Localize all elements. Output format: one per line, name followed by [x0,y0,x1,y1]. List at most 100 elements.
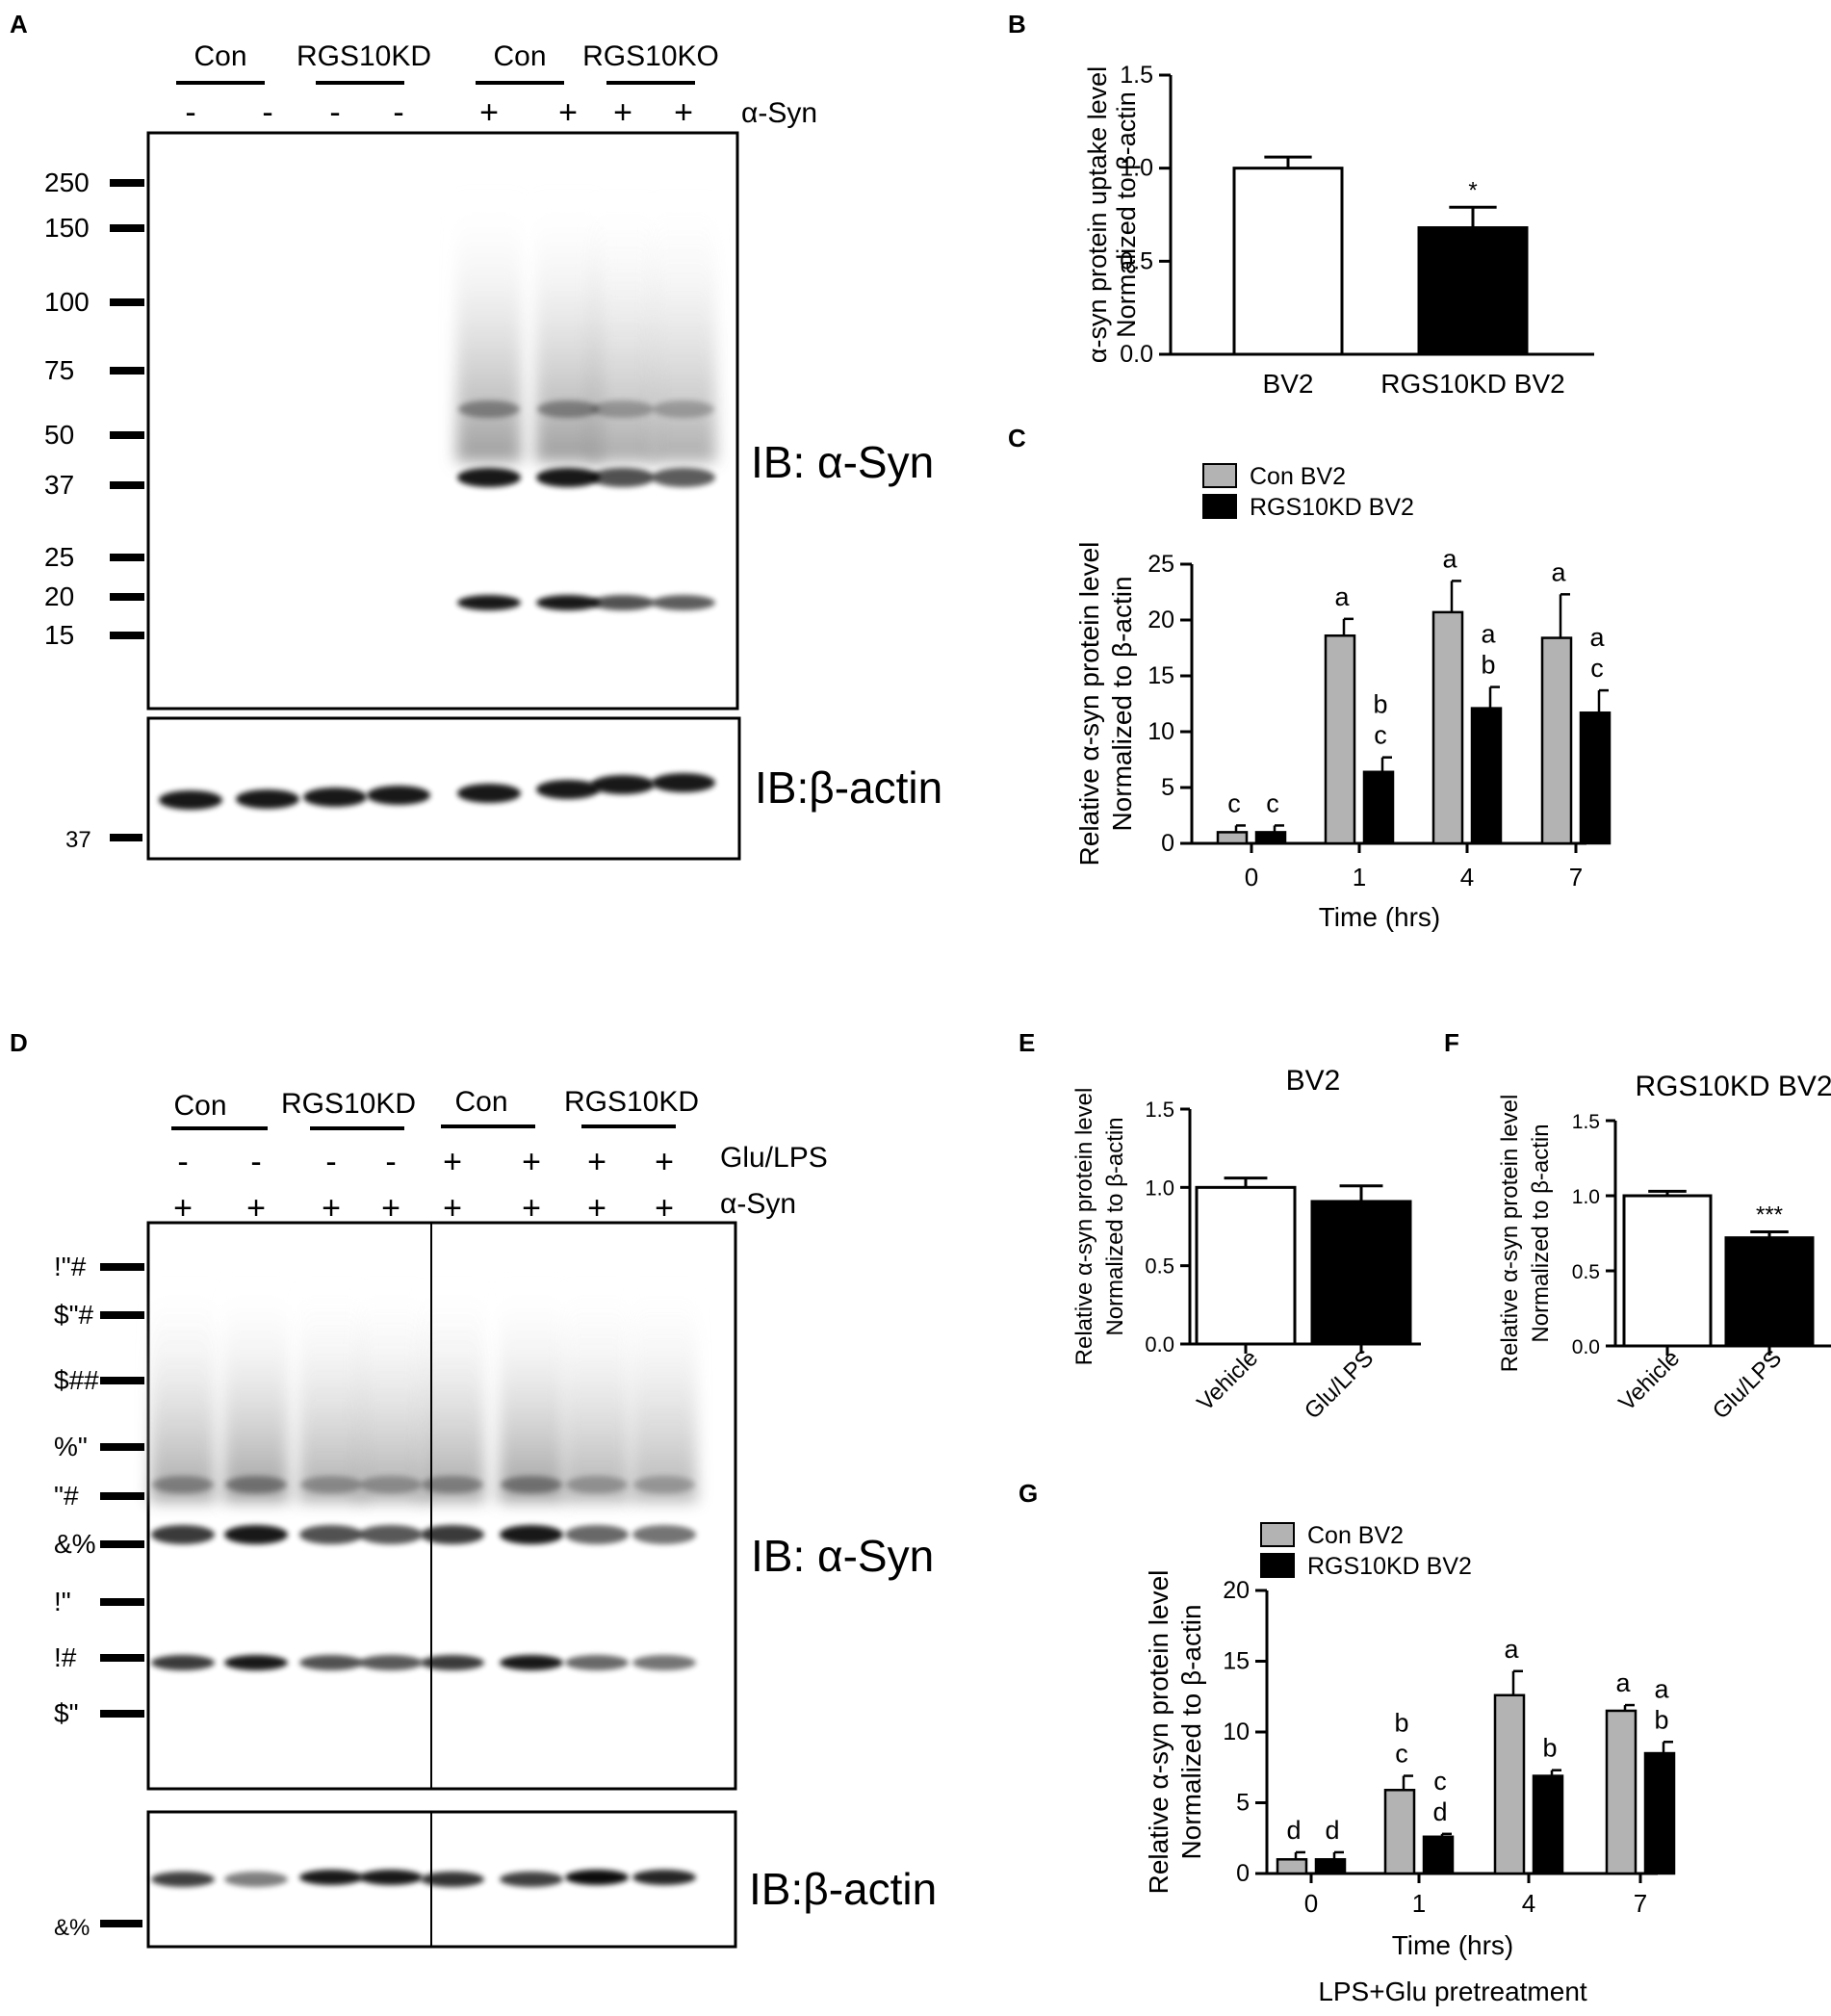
panel-d: D Con RGS10KD Con RGS10KD - - - - + + + + + + + + + +… [10,1028,937,1949]
actin-marker-label: 37 [65,827,91,853]
actin-band [421,1872,484,1887]
ib-actin-label: IB:β-actin [749,1864,937,1914]
panel-d-letter: D [10,1028,28,1057]
group-label-con-1: Con [193,40,246,72]
actin-band [457,784,521,803]
y-axis-label: Relative α-syn protein level Normalized t… [1074,542,1137,866]
marker-tick [100,1710,144,1718]
bar [1470,707,1503,845]
syn-sign: - [329,94,340,131]
group-label-con-1: Con [173,1090,226,1122]
actin-band [500,1872,563,1887]
bar [1314,1858,1347,1875]
actin-band [303,788,367,807]
bar [1254,831,1287,845]
panel-g-letter: G [1019,1479,1038,1508]
actin-band [224,1872,288,1887]
actin-band [632,1870,696,1885]
treatment-signs: - - - - + + + + [185,94,693,131]
x-tick-label: 7 [1634,1889,1647,1918]
syn-sign: + [443,1190,462,1227]
smear-lane [651,193,716,462]
monomer-band [151,1655,215,1670]
x-tick-label: 1 [1412,1889,1426,1918]
bar [1276,1858,1308,1875]
y-tick-label: 0.5 [1145,1254,1174,1279]
y-tick-label: 10 [1223,1719,1250,1745]
bar [1622,1194,1713,1348]
group-letter: a [1589,623,1605,652]
y-tick-label: 1.5 [1120,62,1153,89]
marker-label: 150 [44,213,90,243]
marker-tick [110,481,144,489]
dimer-band [457,468,521,487]
bar [1493,1693,1526,1875]
group-letter: d [1286,1816,1301,1845]
x-tick-label: Vehicle [1613,1345,1685,1416]
oligomer-band [537,401,599,418]
significance-mark: * [1468,177,1477,203]
actin-band [236,789,299,809]
oligomer-band [566,1476,628,1493]
group-letter: c [1395,1740,1408,1769]
x-axis-label: Time (hrs) [1392,1930,1514,1960]
oligomer-band [300,1476,362,1493]
smear-lane [456,193,522,462]
actin-marker-label: &% [54,1915,90,1941]
marker-tick [110,431,144,439]
legend-swatch [1202,494,1237,519]
bar [1724,1236,1815,1348]
marker-label: &% [54,1529,96,1559]
bar [1540,636,1573,845]
molecular-weight-markers: !"# $"# $## %" "# &% !" !# $" [54,1252,144,1728]
dimer-band [565,1525,629,1544]
smear-lane [564,1280,630,1502]
y-tick-label: 5 [1236,1790,1250,1817]
glu-lps-sign: - [250,1144,261,1180]
monomer-band [591,595,655,610]
syn-sign: + [479,94,499,131]
y-tick-label: 15 [1148,662,1174,689]
syn-sign: + [246,1190,266,1227]
marker-tick [100,1540,144,1548]
marker-label: 15 [44,620,74,650]
group-label-rgs10ko: RGS10KO [582,40,719,72]
marker-tick [110,367,144,375]
x-axis-sublabel: LPS+Glu pretreatment [1318,1977,1587,2006]
dimer-band [151,1525,215,1544]
x-tick-label: Vehicle [1192,1345,1263,1416]
legend-label: RGS10KD BV2 [1250,494,1414,521]
glu-lps-sign: + [587,1144,606,1180]
group-label-con-2: Con [493,40,546,72]
bar [1362,770,1395,845]
ib-syn-label: IB: α-Syn [751,437,934,487]
group-label-con-2: Con [454,1086,507,1118]
x-tick-label: 4 [1460,863,1474,892]
group-letter: a [1551,557,1566,586]
group-letter: c [1266,788,1279,817]
bar [1579,711,1612,845]
y-tick-label: 10 [1148,718,1174,745]
panel-a: A Con RGS10KD Con RGS10KO - - - - + + + + α-Syn… [10,10,942,861]
group-label-rgs10kd-2: RGS10KD [564,1086,699,1118]
y-tick-label: 5 [1161,774,1174,801]
marker-tick [110,834,142,841]
group-letter: a [1442,544,1457,573]
smear-lane [499,1280,564,1502]
glu-lps-sign: - [177,1144,188,1180]
oligomer-band [225,1476,287,1493]
group-letter: c [1590,654,1604,683]
chart-e: 0.0 0.5 1.0 1.5 Relative α-syn protein level… [1071,1065,1421,1424]
actin-bands [151,1870,696,1887]
marker-tick [100,1377,144,1384]
y-axis-label: Relative α-syn protein level Normalized t… [1144,1570,1206,1895]
dimer-band [632,1525,696,1544]
marker-label: 100 [44,287,90,317]
marker-label: !"# [54,1252,87,1281]
actin-bands [159,773,715,810]
group-letter: a [1334,582,1350,611]
panel-a-letter: A [10,10,28,39]
marker-label: $" [54,1698,79,1728]
smear-lane [590,193,656,462]
